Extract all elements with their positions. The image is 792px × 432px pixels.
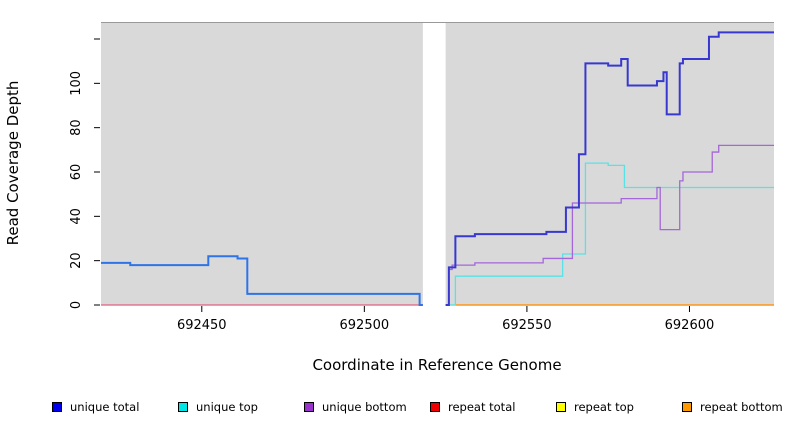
legend-label: repeat bottom [700,400,783,414]
y-tick-label: 20 [69,252,84,269]
x-axis-title: Coordinate in Reference Genome [312,356,561,374]
legend-swatch [178,402,188,412]
legend-swatch [304,402,314,412]
legend-swatch [52,402,62,412]
legend-swatch [556,402,566,412]
y-axis-title: Read Coverage Depth [4,81,22,246]
legend-swatch [682,402,692,412]
y-tick-label: 40 [69,208,84,225]
x-tick-label: 692600 [665,318,715,333]
no-data-gap [422,23,446,305]
legend-item-unique-bottom: unique bottom [304,400,430,414]
x-tick-label: 692500 [340,318,390,333]
plot-layer: 692450 692500 692550 692600 0 20 40 60 80 100 [69,22,774,333]
x-tick-label: 692450 [177,318,227,333]
legend-label: unique total [70,400,140,414]
legend-item-unique-total: unique total [52,400,178,414]
y-tick-label: 80 [69,119,84,136]
legend-label: unique bottom [322,400,407,414]
legend: unique total unique top unique bottom repea… [52,396,792,418]
legend-label: repeat top [574,400,634,414]
legend-item-repeat-top: repeat top [556,400,682,414]
legend-label: repeat total [448,400,516,414]
y-tick-label: 60 [69,164,84,181]
series-line-unique-top [445,162,774,306]
series-line-unique-total [445,31,774,306]
legend-item-repeat-total: repeat total [430,400,556,414]
legend-label: unique top [196,400,258,414]
y-tick-label: 0 [69,301,84,309]
legend-item-repeat-bottom: repeat bottom [682,400,792,414]
series-line-unique-total [101,255,423,306]
x-tick-label: 692550 [502,318,552,333]
legend-swatch [430,402,440,412]
y-tick-label: 100 [69,71,84,96]
legend-item-unique-top: unique top [178,400,304,414]
